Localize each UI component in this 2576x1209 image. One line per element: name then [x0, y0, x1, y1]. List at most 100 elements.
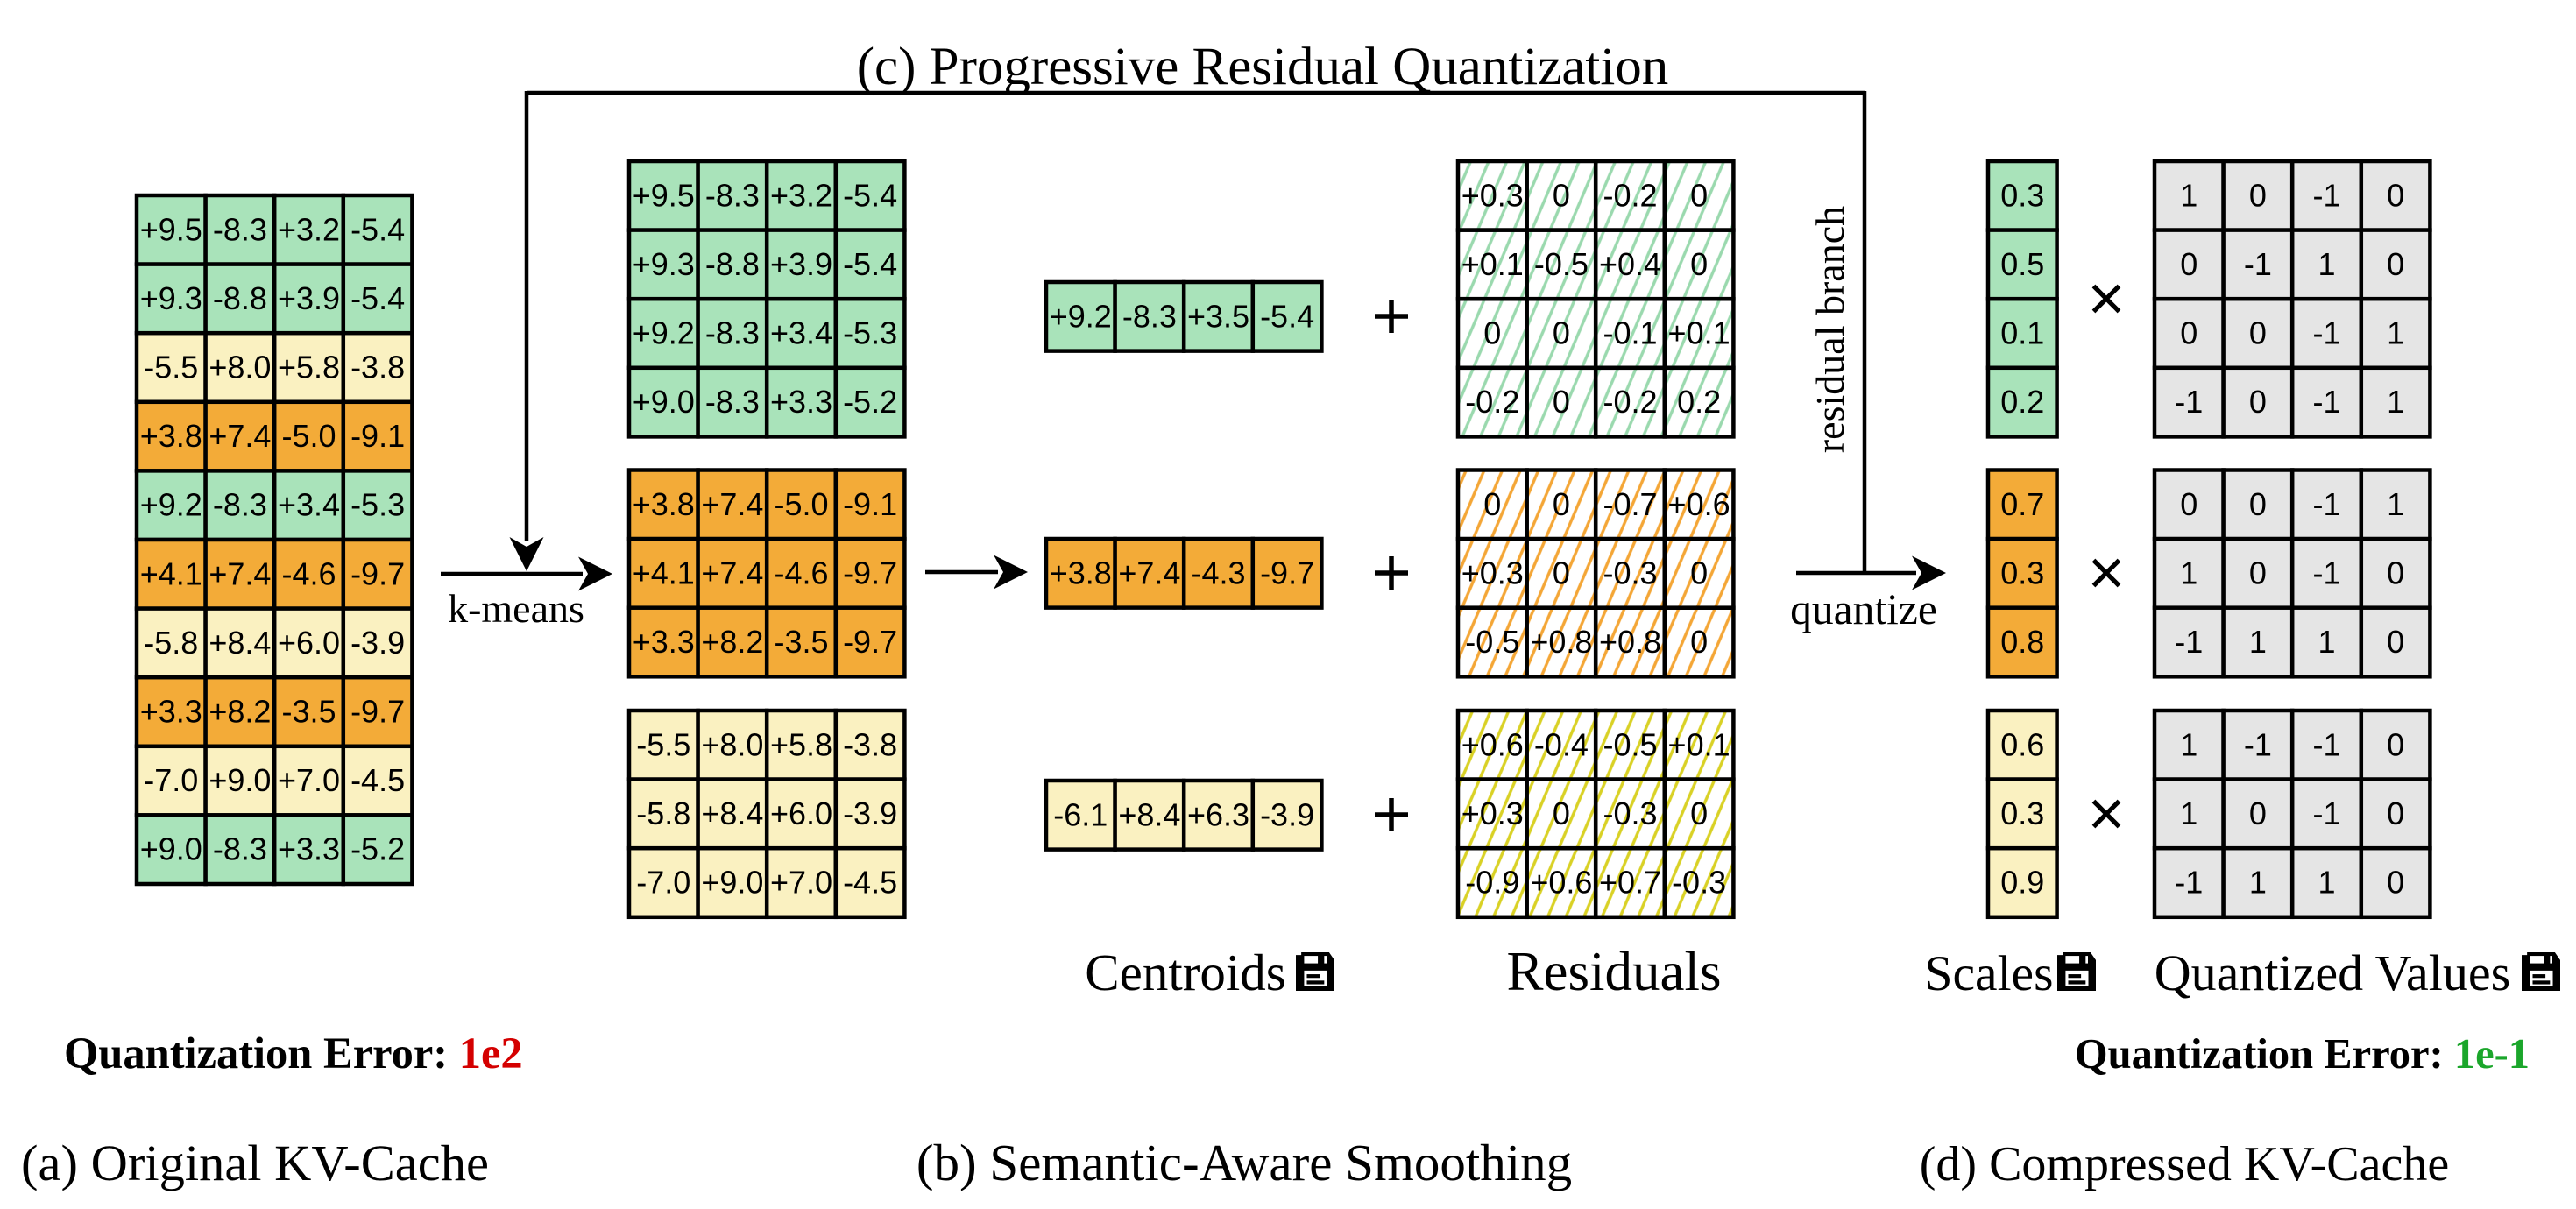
svg-text:-5.8: -5.8 [144, 625, 198, 661]
svg-text:-3.9: -3.9 [843, 795, 897, 831]
svg-text:+8.2: +8.2 [209, 694, 271, 730]
svg-text:-0.9: -0.9 [1465, 865, 1519, 901]
svg-text:1: 1 [2180, 555, 2197, 590]
svg-text:+4.1: +4.1 [633, 555, 695, 590]
svg-text:-5.2: -5.2 [843, 384, 897, 420]
svg-text:-5.4: -5.4 [843, 177, 897, 213]
svg-text:0: 0 [2249, 795, 2267, 831]
svg-text:0: 0 [1553, 177, 1570, 213]
svg-text:(c) Progressive Residual Quant: (c) Progressive Residual Quantization [857, 38, 1669, 96]
svg-text:+0.1: +0.1 [1461, 246, 1524, 282]
svg-text:-0.5: -0.5 [1603, 726, 1657, 762]
svg-text:+7.0: +7.0 [770, 865, 832, 901]
svg-text:+4.1: +4.1 [140, 555, 202, 591]
svg-text:+3.4: +3.4 [770, 315, 832, 351]
svg-text:1: 1 [2318, 246, 2335, 282]
svg-text:-0.3: -0.3 [1603, 795, 1657, 831]
svg-text:-1: -1 [2312, 555, 2340, 590]
svg-text:+8.0: +8.0 [701, 726, 763, 762]
svg-text:+6.0: +6.0 [278, 625, 340, 661]
svg-text:-0.4: -0.4 [1534, 726, 1589, 762]
svg-text:residual branch: residual branch [1808, 206, 1852, 453]
svg-text:+0.6: +0.6 [1668, 486, 1730, 522]
svg-text:Residuals: Residuals [1507, 941, 1722, 1002]
svg-text:+7.4: +7.4 [701, 486, 763, 522]
svg-text:0.6: 0.6 [2000, 726, 2044, 762]
svg-text:0: 0 [2387, 246, 2404, 282]
svg-text:-0.5: -0.5 [1534, 246, 1589, 282]
svg-text:-5.0: -5.0 [774, 486, 828, 522]
svg-text:(a) Original KV-Cache: (a) Original KV-Cache [21, 1135, 489, 1191]
svg-text:-5.3: -5.3 [350, 487, 405, 523]
svg-text:Quantization Error: 1e-1: Quantization Error: 1e-1 [2075, 1031, 2530, 1078]
svg-text:-0.3: -0.3 [1672, 865, 1726, 901]
svg-text:+3.9: +3.9 [278, 280, 340, 316]
svg-text:-5.8: -5.8 [636, 795, 690, 831]
svg-text:Quantization Error: 1e2: Quantization Error: 1e2 [64, 1029, 523, 1078]
svg-text:+6.3: +6.3 [1187, 796, 1249, 832]
svg-text:-9.1: -9.1 [350, 418, 405, 454]
svg-text:0: 0 [1483, 315, 1501, 351]
svg-text:1: 1 [2249, 624, 2267, 660]
svg-text:-1: -1 [2312, 486, 2340, 522]
svg-text:0: 0 [1553, 315, 1570, 351]
svg-text:0: 0 [2387, 624, 2404, 660]
svg-text:0: 0 [2180, 246, 2197, 282]
svg-text:0.3: 0.3 [2000, 177, 2044, 213]
svg-text:+3.2: +3.2 [278, 211, 340, 247]
svg-text:+8.2: +8.2 [701, 624, 763, 660]
svg-text:+5.8: +5.8 [278, 350, 340, 385]
svg-text:+6.0: +6.0 [770, 795, 832, 831]
svg-text:-0.3: -0.3 [1603, 555, 1657, 590]
svg-text:-8.3: -8.3 [213, 831, 267, 867]
svg-text:0: 0 [2249, 555, 2267, 590]
svg-text:-3.5: -3.5 [774, 624, 828, 660]
svg-text:-8.3: -8.3 [705, 315, 760, 351]
svg-text:+7.4: +7.4 [701, 555, 763, 590]
svg-text:-3.8: -3.8 [350, 350, 405, 385]
svg-text:+3.8: +3.8 [1050, 555, 1112, 590]
svg-text:+7.4: +7.4 [209, 555, 271, 591]
svg-text:0: 0 [1690, 177, 1708, 213]
svg-text:-5.3: -5.3 [843, 315, 897, 351]
svg-text:-8.8: -8.8 [213, 280, 267, 316]
svg-text:0: 0 [1553, 384, 1570, 420]
svg-text:-4.5: -4.5 [350, 762, 405, 798]
svg-text:0: 0 [2180, 486, 2197, 522]
svg-text:1: 1 [2180, 177, 2197, 213]
svg-text:1: 1 [2318, 624, 2335, 660]
svg-text:(d) Compressed KV-Cache: (d) Compressed KV-Cache [1920, 1137, 2449, 1191]
svg-text:-3.5: -3.5 [281, 694, 336, 730]
svg-text:-5.4: -5.4 [350, 211, 405, 247]
svg-text:-5.5: -5.5 [144, 350, 198, 385]
svg-text:0: 0 [1690, 246, 1708, 282]
svg-text:+3.4: +3.4 [278, 487, 340, 523]
svg-text:+5.8: +5.8 [770, 726, 832, 762]
svg-text:(b) Semantic-Aware Smoothing: (b) Semantic-Aware Smoothing [916, 1134, 1572, 1191]
svg-text:0.2: 0.2 [2000, 384, 2044, 420]
svg-text:+9.3: +9.3 [633, 246, 695, 282]
svg-text:0: 0 [2249, 177, 2267, 213]
svg-text:-0.2: -0.2 [1603, 177, 1657, 213]
svg-text:-8.3: -8.3 [705, 177, 760, 213]
svg-text:-8.8: -8.8 [705, 246, 760, 282]
svg-text:-1: -1 [2312, 384, 2340, 420]
svg-text:-0.1: -0.1 [1603, 315, 1657, 351]
svg-text:-3.9: -3.9 [350, 625, 405, 661]
svg-text:+7.0: +7.0 [278, 762, 340, 798]
svg-text:-4.5: -4.5 [843, 865, 897, 901]
svg-text:+0.8: +0.8 [1599, 624, 1661, 660]
svg-text:-0.7: -0.7 [1603, 486, 1657, 522]
svg-text:+0.7: +0.7 [1599, 865, 1661, 901]
svg-text:-5.2: -5.2 [350, 831, 405, 867]
svg-text:+9.2: +9.2 [140, 487, 202, 523]
svg-text:0: 0 [2249, 384, 2267, 420]
svg-text:-9.7: -9.7 [843, 624, 897, 660]
svg-text:+9.0: +9.0 [633, 384, 695, 420]
svg-text:-4.6: -4.6 [774, 555, 828, 590]
svg-text:Quantized Values: Quantized Values [2155, 944, 2510, 1001]
svg-text:+3.3: +3.3 [278, 831, 340, 867]
svg-text:-9.7: -9.7 [843, 555, 897, 590]
svg-text:0.3: 0.3 [2000, 555, 2044, 590]
svg-text:+3.3: +3.3 [140, 694, 202, 730]
